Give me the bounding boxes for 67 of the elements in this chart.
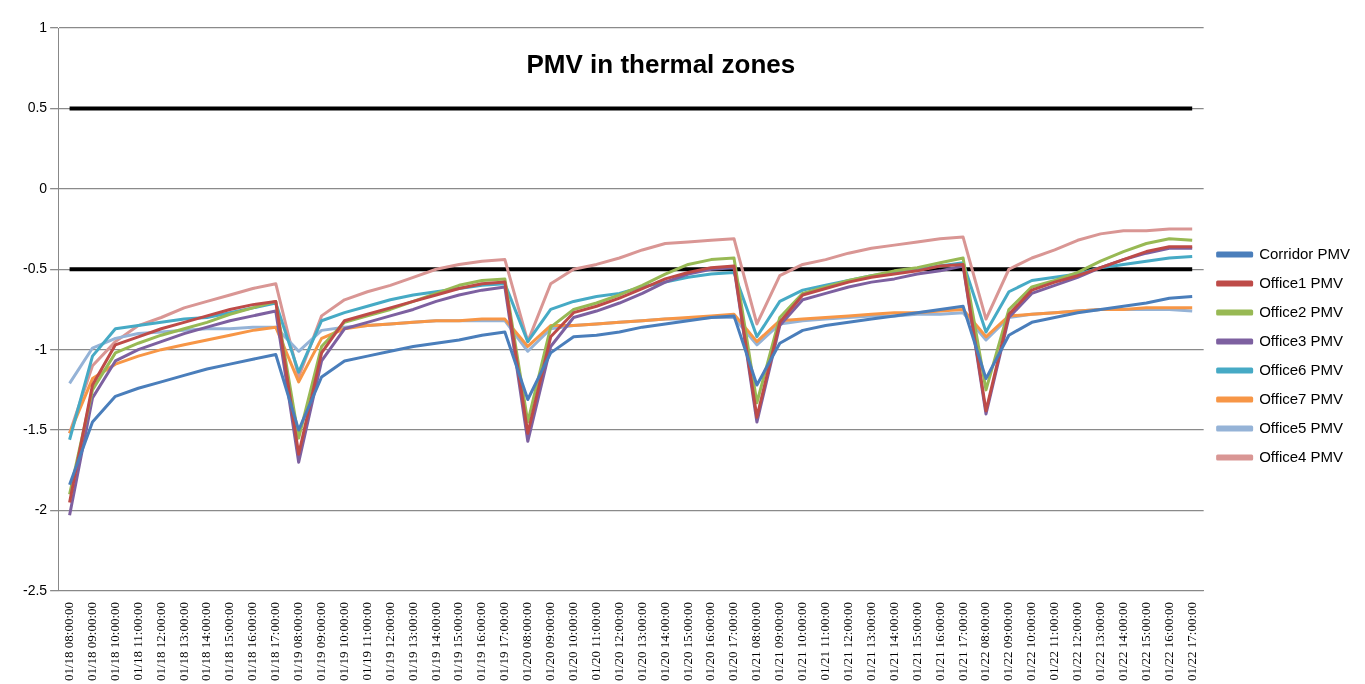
x-tick-label: 01/19 09:00:00 bbox=[313, 601, 329, 682]
legend-label: Office2 PMV bbox=[1259, 302, 1344, 320]
y-tick-label: 0 bbox=[39, 179, 48, 196]
x-tick-label: 01/21 17:00:00 bbox=[954, 601, 970, 682]
x-tick-label: 01/19 13:00:00 bbox=[404, 601, 420, 682]
x-tick-label: 01/20 12:00:00 bbox=[610, 601, 626, 682]
legend-label: Office4 PMV bbox=[1259, 447, 1344, 465]
x-tick-label: 01/21 13:00:00 bbox=[862, 601, 878, 682]
x-tick-label: 01/19 16:00:00 bbox=[473, 601, 489, 682]
x-tick-label: 01/18 15:00:00 bbox=[221, 601, 237, 682]
y-tick-label: 0.5 bbox=[27, 99, 48, 116]
legend-label: Office6 PMV bbox=[1259, 360, 1344, 378]
x-tick-label: 01/18 12:00:00 bbox=[152, 601, 168, 682]
x-tick-label: 01/22 09:00:00 bbox=[1000, 601, 1016, 682]
x-tick-label: 01/22 14:00:00 bbox=[1114, 601, 1130, 682]
x-tick-label: 01/18 10:00:00 bbox=[106, 601, 122, 682]
x-tick-label: 01/20 09:00:00 bbox=[542, 601, 558, 682]
x-tick-label: 01/20 15:00:00 bbox=[679, 601, 695, 682]
x-tick-label: 01/20 16:00:00 bbox=[702, 601, 718, 682]
x-tick-label: 01/22 12:00:00 bbox=[1069, 601, 1085, 682]
y-tick-label: -0.5 bbox=[23, 260, 48, 277]
x-tick-label: 01/19 10:00:00 bbox=[335, 601, 351, 682]
text: PMV in thermal zones bbox=[526, 49, 796, 79]
x-tick-label: 01/20 10:00:00 bbox=[565, 601, 581, 682]
x-tick-label: 01/20 11:00:00 bbox=[587, 601, 603, 681]
legend-label: Office3 PMV bbox=[1259, 331, 1344, 349]
x-tick-label: 01/21 08:00:00 bbox=[748, 601, 764, 682]
legend-label: Office7 PMV bbox=[1259, 389, 1344, 407]
x-tick-label: 01/21 15:00:00 bbox=[908, 601, 924, 682]
x-tick-label: 01/20 14:00:00 bbox=[656, 601, 672, 682]
x-tick-label: 01/21 12:00:00 bbox=[839, 601, 855, 682]
x-tick-label: 01/22 15:00:00 bbox=[1137, 601, 1153, 682]
x-tick-label: 01/20 08:00:00 bbox=[519, 601, 535, 682]
x-tick-label: 01/19 15:00:00 bbox=[450, 601, 466, 682]
x-tick-label: 01/18 08:00:00 bbox=[61, 601, 76, 682]
x-tick-label: 01/20 13:00:00 bbox=[633, 601, 649, 682]
y-tick-label: -1 bbox=[34, 340, 48, 357]
x-tick-label: 01/21 16:00:00 bbox=[931, 601, 947, 682]
x-tick-label: 01/18 11:00:00 bbox=[129, 601, 145, 681]
x-tick-label: 01/18 09:00:00 bbox=[83, 601, 99, 682]
legend-label: Corridor PMV bbox=[1259, 244, 1351, 262]
x-tick-label: 01/22 16:00:00 bbox=[1160, 601, 1176, 682]
x-tick-label: 01/18 17:00:00 bbox=[267, 601, 283, 682]
x-tick-label: 01/21 14:00:00 bbox=[885, 601, 901, 682]
x-tick-label: 01/22 10:00:00 bbox=[1023, 601, 1039, 682]
x-tick-label: 01/18 13:00:00 bbox=[175, 601, 191, 682]
x-tick-label: 01/22 17:00:00 bbox=[1183, 601, 1199, 682]
y-tick-label: -2 bbox=[34, 501, 48, 518]
x-tick-label: 01/19 12:00:00 bbox=[381, 601, 397, 682]
x-tick-label: 01/22 13:00:00 bbox=[1091, 601, 1107, 682]
x-tick-label: 01/19 11:00:00 bbox=[358, 601, 374, 681]
x-tick-label: 01/19 08:00:00 bbox=[290, 601, 306, 682]
x-tick-label: 01/21 11:00:00 bbox=[817, 601, 833, 681]
x-tick-label: 01/20 17:00:00 bbox=[725, 601, 741, 682]
y-tick-label: -2.5 bbox=[23, 581, 48, 598]
x-tick-label: 01/22 08:00:00 bbox=[977, 601, 993, 682]
y-tick-label: -1.5 bbox=[23, 420, 48, 437]
legend-label: Office1 PMV bbox=[1259, 273, 1344, 291]
x-tick-label: 01/21 09:00:00 bbox=[771, 601, 787, 682]
x-tick-label: 01/22 11:00:00 bbox=[1046, 601, 1062, 681]
x-tick-label: 01/18 14:00:00 bbox=[198, 601, 214, 682]
y-tick-label: 1 bbox=[39, 18, 48, 35]
x-tick-label: 01/21 10:00:00 bbox=[794, 601, 810, 682]
x-tick-label: 01/19 17:00:00 bbox=[496, 601, 512, 682]
legend-label: Office5 PMV bbox=[1259, 418, 1344, 436]
x-tick-label: 01/18 16:00:00 bbox=[244, 601, 260, 682]
x-tick-label: 01/19 14:00:00 bbox=[427, 601, 443, 682]
